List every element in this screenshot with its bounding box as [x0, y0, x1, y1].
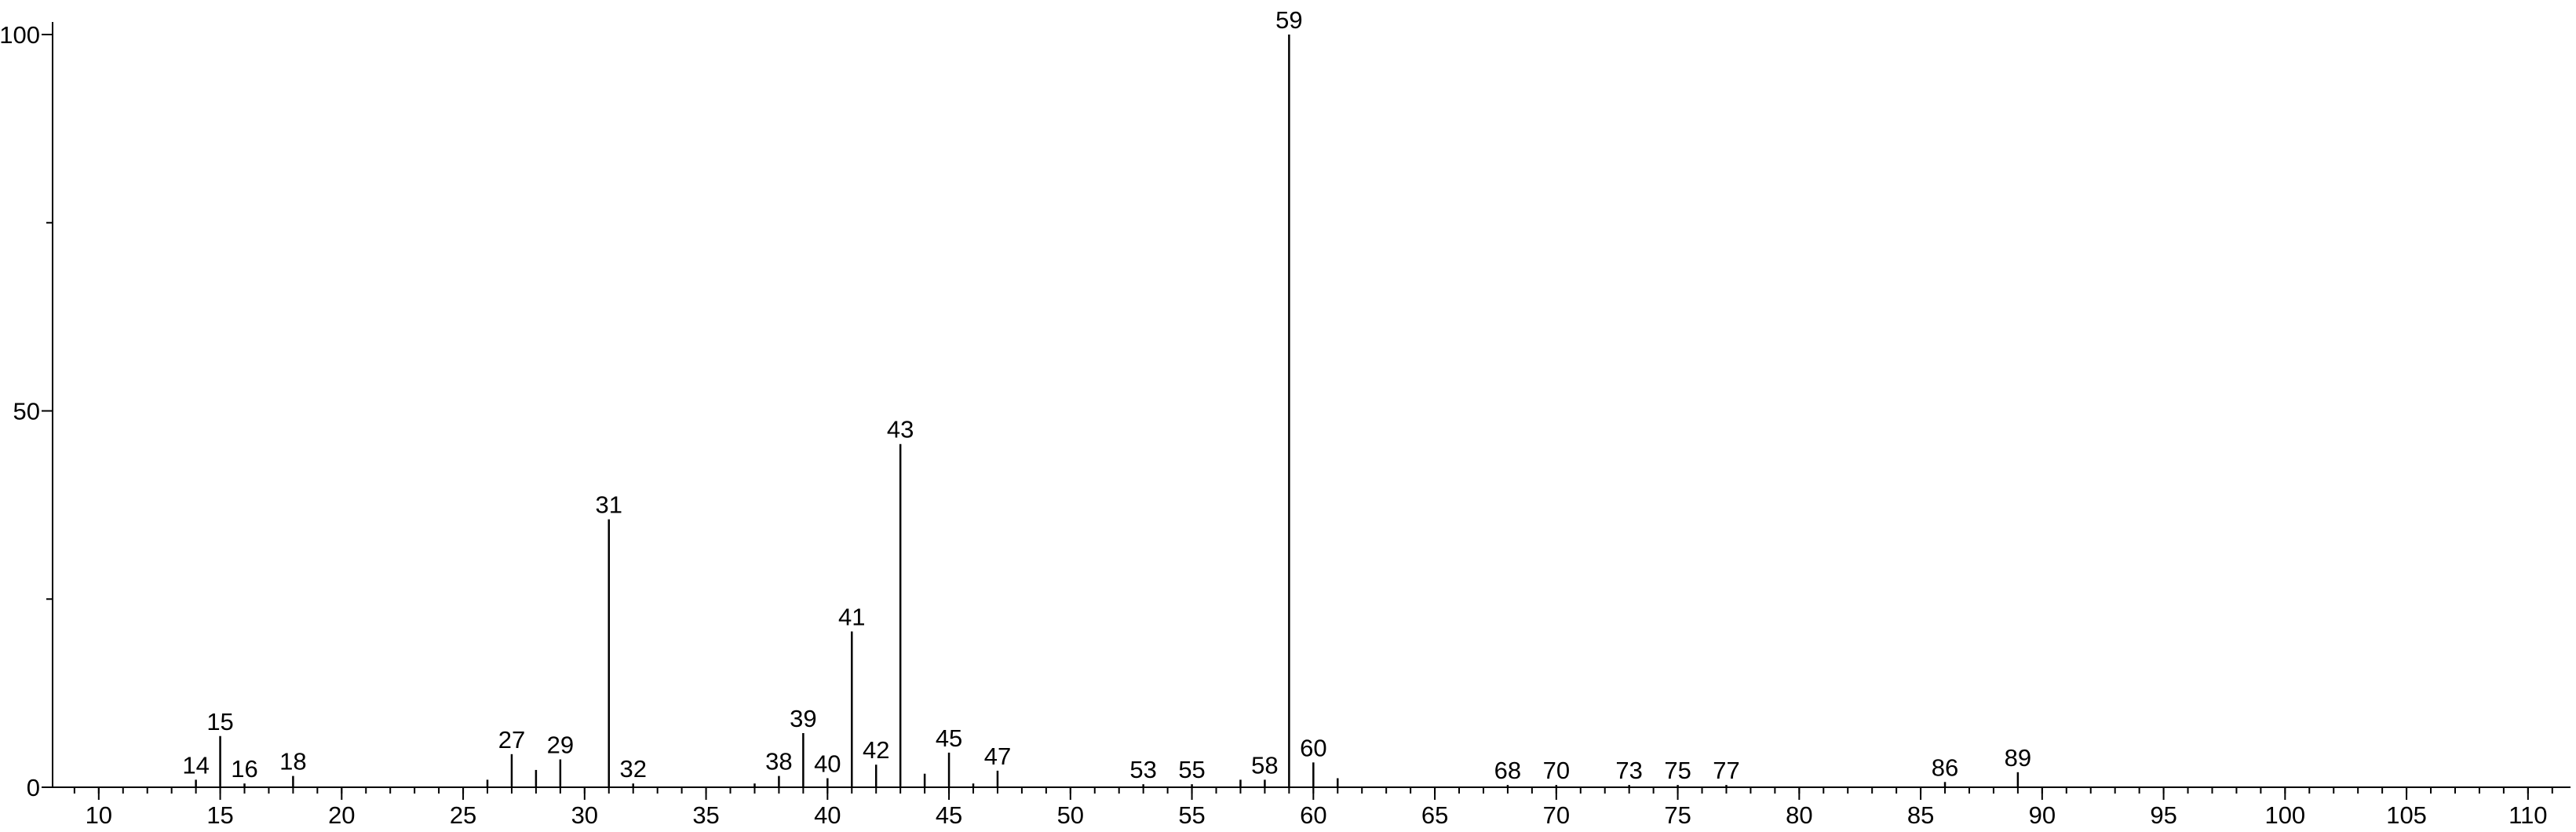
peak-label: 29 — [547, 732, 574, 759]
peak-label: 77 — [1713, 757, 1739, 784]
x-tick-label: 20 — [328, 801, 355, 829]
peak-label: 43 — [887, 416, 914, 443]
x-tick-label: 60 — [1300, 801, 1326, 829]
peak-label: 41 — [838, 603, 865, 630]
peak-label: 42 — [863, 736, 889, 764]
x-tick-label: 25 — [450, 801, 476, 829]
x-tick-label: 110 — [2508, 801, 2547, 829]
x-tick-label: 15 — [206, 801, 233, 829]
x-tick-label: 100 — [2264, 801, 2305, 829]
peak-label: 32 — [619, 755, 646, 783]
x-tick-label: 85 — [1907, 801, 1934, 829]
peak-label: 38 — [765, 748, 792, 775]
y-tick-label: 0 — [27, 774, 40, 801]
peak-label: 75 — [1664, 757, 1691, 784]
peak-label: 47 — [984, 743, 1011, 770]
x-tick-label: 35 — [692, 801, 719, 829]
x-tick-label: 70 — [1543, 801, 1570, 829]
peak-label: 55 — [1178, 756, 1205, 783]
x-tick-label: 75 — [1664, 801, 1691, 829]
peak-label: 45 — [936, 724, 962, 752]
peak-label: 18 — [279, 748, 306, 775]
peak-label: 73 — [1615, 757, 1642, 784]
peak-label: 40 — [814, 750, 841, 777]
peak-label: 86 — [1932, 754, 1958, 781]
x-tick-label: 65 — [1421, 801, 1448, 829]
x-tick-label: 50 — [1057, 801, 1084, 829]
peak-label: 68 — [1494, 757, 1521, 784]
x-tick-label: 40 — [814, 801, 841, 829]
peak-label: 60 — [1300, 734, 1326, 761]
peak-label: 31 — [596, 491, 622, 519]
x-tick-label: 80 — [1786, 801, 1812, 829]
peak-label: 27 — [498, 726, 525, 754]
y-tick-label: 50 — [13, 398, 40, 425]
x-tick-label: 10 — [86, 801, 112, 829]
x-tick-label: 30 — [571, 801, 598, 829]
peak-label: 14 — [182, 751, 209, 779]
peak-label: 59 — [1275, 6, 1302, 34]
x-tick-label: 90 — [2029, 801, 2056, 829]
peak-label: 53 — [1129, 756, 1156, 783]
peak-label: 16 — [231, 755, 257, 783]
x-tick-label: 95 — [2150, 801, 2176, 829]
y-tick-label: 100 — [0, 21, 40, 49]
x-tick-label: 55 — [1178, 801, 1205, 829]
peak-label: 89 — [2005, 744, 2031, 772]
peak-label: 15 — [206, 708, 233, 735]
peak-label: 58 — [1251, 751, 1278, 779]
x-tick-label: 105 — [2386, 801, 2427, 829]
x-tick-label: 45 — [936, 801, 962, 829]
peak-label: 70 — [1543, 757, 1570, 784]
peak-label: 39 — [790, 705, 816, 732]
